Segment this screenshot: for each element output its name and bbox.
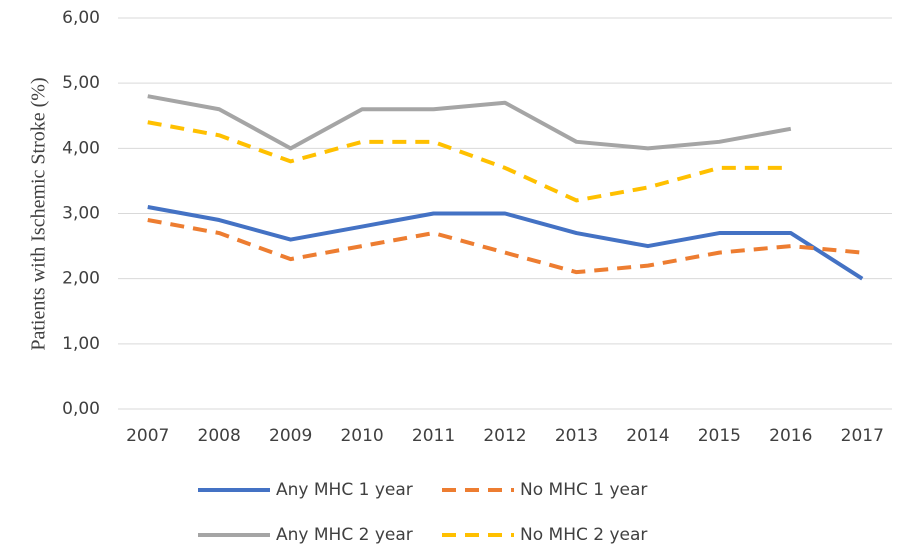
x-tick-label: 2008	[198, 426, 241, 446]
x-tick-label: 2017	[841, 426, 884, 446]
x-tick-label: 2009	[269, 426, 312, 446]
legend-label: No MHC 2 year	[520, 525, 647, 545]
y-tick-label: 5,00	[62, 73, 100, 93]
x-tick-label: 2014	[626, 426, 669, 446]
y-axis-label: Patients with Ischemic Stroke (%)	[28, 77, 50, 350]
y-tick-label: 4,00	[62, 138, 100, 158]
series-line	[147, 205, 864, 281]
series-line	[147, 94, 792, 151]
x-tick-label: 2007	[126, 426, 169, 446]
x-tick-label: 2010	[340, 426, 383, 446]
x-tick-label: 2012	[483, 426, 526, 446]
y-tick-label: 3,00	[62, 204, 100, 224]
series-line	[147, 218, 863, 275]
x-tick-label: 2011	[412, 426, 455, 446]
legend-label: No MHC 1 year	[520, 480, 647, 500]
x-tick-label: 2016	[769, 426, 812, 446]
y-tick-label: 2,00	[62, 269, 100, 289]
x-tick-label: 2013	[555, 426, 598, 446]
x-tick-label: 2015	[698, 426, 741, 446]
legend-label: Any MHC 2 year	[276, 525, 413, 545]
series-line	[147, 120, 791, 203]
y-tick-label: 1,00	[62, 334, 100, 354]
y-tick-label: 6,00	[62, 8, 100, 28]
legend-label: Any MHC 1 year	[276, 480, 413, 500]
y-tick-label: 0,00	[62, 399, 100, 419]
